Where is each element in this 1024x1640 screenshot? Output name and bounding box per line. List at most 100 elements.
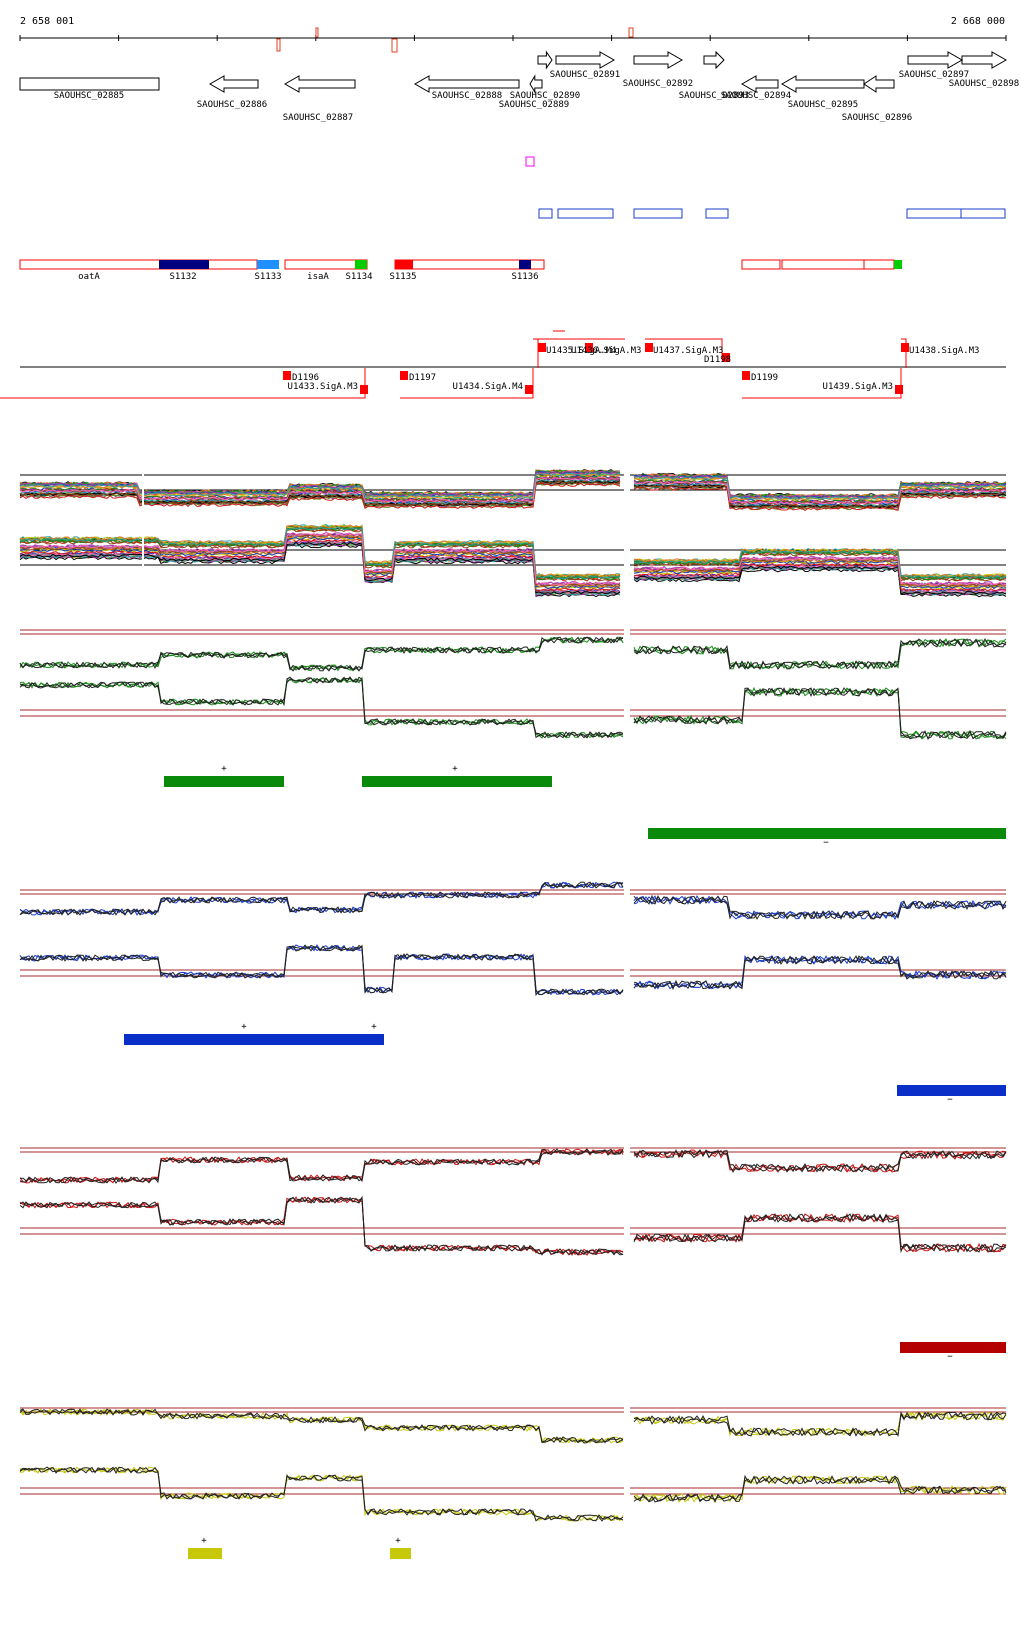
annotation-frame	[19, 259, 258, 270]
gene-saouhsc_02892[interactable]: SAOUHSC_02892	[623, 51, 693, 89]
annotation-s1134[interactable]: S1134	[345, 260, 373, 282]
gene-label: SAOUHSC_02888	[432, 91, 502, 101]
annotation-frame	[284, 259, 368, 270]
annotation-isaa[interactable]: isaA	[307, 272, 329, 282]
gene-label: SAOUHSC_02898	[949, 79, 1019, 89]
significance-bar[interactable]	[390, 1548, 411, 1559]
gene-label: SAOUHSC_02897	[899, 70, 969, 80]
significance-bar[interactable]	[188, 1548, 222, 1559]
strand-mark: +	[452, 764, 458, 774]
transcript-u1435-siga-m4[interactable]: U1435.SigA.M4	[538, 343, 616, 356]
transcript-span	[742, 368, 902, 399]
profile-line	[19, 1197, 624, 1256]
profile-line	[19, 1466, 624, 1522]
gene-arrow	[961, 51, 1008, 69]
gene-saouhsc_02896[interactable]: SAOUHSC_02896	[842, 75, 912, 123]
transcript-label: U1438.SigA.M3	[909, 346, 979, 356]
gene-saouhsc_02898[interactable]: SAOUHSC_02898	[949, 51, 1019, 89]
transcript-marker	[283, 371, 291, 380]
track-yellow: + +	[19, 1398, 1007, 1559]
transcript-u1433-siga-m3[interactable]: U1433.SigA.M3	[288, 382, 368, 394]
gene-saouhsc_02890[interactable]: SAOUHSC_02890	[510, 50, 580, 101]
transcript-d1199[interactable]: D1199	[742, 371, 778, 383]
profile-line	[633, 475, 1007, 501]
transcript-u1434-siga-m4[interactable]: U1434.SigA.M4	[453, 382, 533, 394]
gene-saouhsc_02894[interactable]: SAOUHSC_02894	[721, 75, 791, 101]
gene-label: SAOUHSC_02894	[721, 91, 791, 101]
transcript-label: D1197	[409, 373, 436, 383]
transcript-d1196[interactable]: D1196	[283, 371, 319, 383]
annotation-s1136[interactable]: S1136	[511, 260, 539, 282]
gene-saouhsc_02887[interactable]: SAOUHSC_02887	[283, 75, 356, 123]
track-blue: + + −	[19, 880, 1007, 1105]
annotation-s1133[interactable]: S1133	[254, 260, 282, 282]
feature-marker	[525, 156, 535, 167]
profile-line	[19, 944, 624, 997]
gene-label: SAOUHSC_02891	[550, 70, 620, 80]
gene-arrow	[740, 75, 779, 93]
annotation-block	[355, 260, 367, 269]
transcript-u1436-siga-m3[interactable]: U1436.SigA.M3	[571, 343, 641, 356]
gene-label: SAOUHSC_02895	[788, 100, 858, 110]
gene-saouhsc_02888[interactable]: SAOUHSC_02888	[413, 75, 520, 101]
strand-mark: −	[947, 1352, 953, 1362]
annotation-track: oatA S1132 S1133 isaA S1134 S1135 S1136	[19, 259, 902, 282]
transcript-d1197[interactable]: D1197	[400, 371, 436, 383]
transcript-marker	[722, 353, 730, 362]
annotation-oata[interactable]: oatA	[78, 272, 100, 282]
transcript-span	[0, 368, 366, 399]
gene-arrow	[283, 75, 356, 93]
transcript-label: D1196	[292, 373, 319, 383]
profile-line	[633, 1213, 1007, 1254]
profile-line	[633, 1213, 1007, 1253]
gene-saouhsc_02885[interactable]: SAOUHSC_02885	[19, 77, 160, 101]
profile-line	[633, 556, 1007, 586]
gene-label: SAOUHSC_02887	[283, 113, 353, 123]
annotation-block	[395, 260, 413, 269]
annotation-label: S1136	[511, 272, 538, 282]
significance-bar[interactable]	[648, 828, 1006, 839]
gene-saouhsc_02897[interactable]: SAOUHSC_02897	[899, 51, 969, 80]
significance-bar[interactable]	[124, 1034, 384, 1045]
profile-line	[19, 544, 621, 598]
profile-line	[633, 548, 1007, 578]
strand-mark: +	[201, 1536, 207, 1546]
gene-saouhsc_02886[interactable]: SAOUHSC_02886	[197, 75, 267, 110]
significance-bar[interactable]	[362, 776, 552, 787]
transcript-d1198[interactable]: D1198	[704, 353, 731, 365]
annotation-s1132[interactable]: S1132	[159, 260, 209, 282]
profile-line	[633, 687, 1007, 740]
transcript-label: U1437.SigA.M3	[653, 346, 723, 356]
gene-arrow	[413, 75, 520, 93]
gene-saouhsc_02895[interactable]: SAOUHSC_02895	[780, 75, 865, 110]
transcript-label: U1433.SigA.M3	[288, 382, 358, 392]
transcript-label: U1434.SigA.M4	[453, 382, 523, 392]
annotation-label: S1134	[345, 272, 372, 282]
expression-multiline-panel	[19, 469, 1007, 598]
transcript-u1437-siga-m3[interactable]: U1437.SigA.M3	[645, 343, 723, 356]
profile-line	[633, 687, 1007, 740]
significance-bar[interactable]	[164, 776, 284, 787]
transcript-label: U1436.SigA.M3	[571, 346, 641, 356]
gene-saouhsc_02889[interactable]: SAOUHSC_02889	[499, 74, 569, 110]
profile-line	[19, 881, 624, 916]
profile-line	[19, 526, 621, 580]
gene-label: SAOUHSC_02892	[623, 79, 693, 89]
annotation-s1135[interactable]: S1135	[389, 260, 417, 282]
transcript-marker	[645, 343, 653, 352]
significance-bar[interactable]	[897, 1085, 1006, 1096]
profile-line	[19, 1148, 624, 1184]
transcript-u1439-siga-m3[interactable]: U1439.SigA.M3	[823, 382, 903, 394]
profile-line	[633, 895, 1007, 920]
gene-arrow	[537, 50, 553, 70]
gene-saouhsc_02893[interactable]: SAOUHSC_02893	[679, 50, 749, 101]
profile-line	[633, 566, 1007, 596]
coordinate-ruler: 2 658 001 2 668 000	[19, 16, 1007, 53]
profile-line	[19, 482, 621, 510]
transcript-u1438-siga-m3[interactable]: U1438.SigA.M3	[901, 343, 979, 356]
significance-bar[interactable]	[900, 1342, 1006, 1353]
transcript-marker	[360, 385, 368, 394]
gene-saouhsc_02891[interactable]: SAOUHSC_02891	[550, 51, 620, 80]
strand-mark: +	[395, 1536, 401, 1546]
profile-line	[19, 1466, 624, 1522]
